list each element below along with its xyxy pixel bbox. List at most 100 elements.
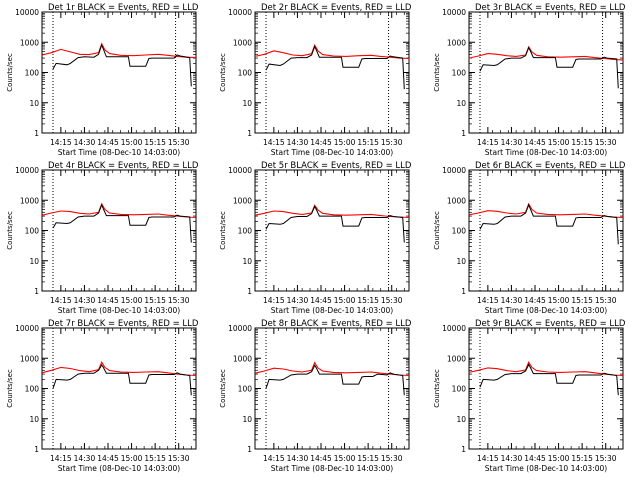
y-tick-label: 1000: [447, 354, 466, 363]
panel-title: Det 9r BLACK = Events, RED = LLD: [475, 319, 626, 329]
y-tick-label: 10000: [15, 166, 39, 175]
x-tick-label: 14:15: [477, 138, 499, 147]
y-tick-label: 1: [247, 129, 252, 138]
detector-panel: Det 2r BLACK = Events, RED = LLD Counts/s…: [219, 3, 412, 157]
events-series-line: [479, 203, 619, 245]
x-tick-label: 15:30: [595, 454, 617, 463]
x-axis-label: Start Time (08-Dec-10 14:03:00): [58, 306, 180, 315]
y-tick-label: 1: [34, 287, 39, 296]
y-axis-label: Counts/sec: [433, 369, 441, 408]
x-tick-label: 14:30: [74, 138, 96, 147]
x-tick-label: 14:45: [97, 296, 119, 305]
x-tick-label: 15:00: [121, 138, 143, 147]
plot-frame: [468, 169, 624, 292]
y-axis-label: Counts/sec: [433, 53, 441, 92]
x-axis-label: Start Time (08-Dec-10 14:03:00): [485, 306, 607, 315]
detector-panel: Det 9r BLACK = Events, RED = LLD Counts/s…: [433, 319, 626, 473]
detector-panel: Det 5r BLACK = Events, RED = LLD Counts/s…: [219, 161, 412, 315]
y-axis-label: Counts/sec: [6, 211, 14, 250]
x-tick-label: 15:30: [595, 296, 617, 305]
y-axis-label: Counts/sec: [219, 211, 227, 250]
y-tick-label: 10: [456, 257, 466, 266]
x-tick-label: 14:45: [310, 296, 332, 305]
lld-series-line: [254, 361, 410, 377]
y-tick-label: 100: [25, 69, 40, 78]
x-tick-label: 15:15: [144, 296, 166, 305]
x-tick-label: 15:00: [548, 454, 570, 463]
x-tick-label: 14:15: [263, 296, 285, 305]
events-series-line: [265, 205, 405, 243]
lld-series-line: [41, 42, 197, 59]
y-tick-label: 10000: [442, 166, 466, 175]
y-tick-label: 10000: [15, 8, 39, 17]
y-tick-label: 1: [34, 129, 39, 138]
lld-series-line: [254, 43, 410, 60]
x-tick-label: 14:30: [287, 138, 309, 147]
y-tick-label: 1000: [233, 196, 252, 205]
x-tick-label: 15:30: [168, 454, 190, 463]
events-series-line: [265, 45, 405, 90]
panel-title: Det 5r BLACK = Events, RED = LLD: [261, 161, 412, 171]
x-tick-label: 14:30: [74, 454, 96, 463]
x-tick-label: 14:45: [310, 454, 332, 463]
x-tick-label: 15:00: [548, 138, 570, 147]
events-series-line: [479, 46, 619, 89]
x-tick-label: 14:30: [287, 296, 309, 305]
y-tick-label: 1000: [447, 38, 466, 47]
x-axis-label: Start Time (08-Dec-10 14:03:00): [271, 306, 393, 315]
y-tick-label: 100: [452, 385, 467, 394]
x-tick-label: 15:15: [144, 454, 166, 463]
detector-panel: Det 3r BLACK = Events, RED = LLD Counts/s…: [433, 3, 626, 157]
x-axis-label: Start Time (08-Dec-10 14:03:00): [271, 464, 393, 473]
panel-title: Det 4r BLACK = Events, RED = LLD: [48, 161, 199, 171]
plot-frame: [468, 327, 624, 450]
y-tick-label: 10000: [228, 8, 252, 17]
x-tick-label: 15:30: [168, 296, 190, 305]
y-tick-label: 1: [247, 287, 252, 296]
lld-series-line: [41, 202, 197, 219]
panel-title: Det 1r BLACK = Events, RED = LLD: [48, 3, 199, 13]
y-tick-label: 100: [452, 227, 467, 236]
y-tick-label: 10000: [228, 324, 252, 333]
x-tick-label: 14:30: [501, 138, 523, 147]
x-tick-label: 15:00: [334, 138, 356, 147]
x-tick-label: 14:15: [477, 296, 499, 305]
y-tick-label: 1000: [233, 38, 252, 47]
y-tick-label: 10: [242, 415, 252, 424]
x-tick-label: 14:15: [263, 454, 285, 463]
y-tick-label: 100: [452, 69, 467, 78]
y-tick-label: 1: [461, 445, 466, 454]
x-tick-label: 15:15: [357, 138, 379, 147]
panel-title: Det 3r BLACK = Events, RED = LLD: [475, 3, 626, 13]
lld-series-line: [468, 360, 624, 377]
y-tick-label: 10: [242, 99, 252, 108]
y-tick-label: 1: [461, 129, 466, 138]
x-tick-label: 15:15: [357, 454, 379, 463]
y-axis-label: Counts/sec: [6, 369, 14, 408]
x-tick-label: 14:30: [501, 296, 523, 305]
x-tick-label: 14:15: [263, 138, 285, 147]
y-axis-label: Counts/sec: [219, 369, 227, 408]
x-tick-label: 14:45: [97, 454, 119, 463]
lld-series-line: [468, 45, 624, 61]
detector-panel: Det 6r BLACK = Events, RED = LLD Counts/s…: [433, 161, 626, 315]
y-tick-label: 100: [238, 385, 253, 394]
events-series-line: [52, 364, 192, 396]
lld-series-line: [468, 202, 624, 219]
x-axis-label: Start Time (08-Dec-10 14:03:00): [58, 464, 180, 473]
y-tick-label: 100: [238, 227, 253, 236]
x-tick-label: 14:45: [524, 138, 546, 147]
y-tick-label: 1000: [20, 38, 39, 47]
y-tick-label: 1000: [233, 354, 252, 363]
x-axis-label: Start Time (08-Dec-10 14:03:00): [58, 148, 180, 157]
x-tick-label: 15:15: [144, 138, 166, 147]
x-tick-label: 15:15: [571, 296, 593, 305]
y-tick-label: 10: [456, 99, 466, 108]
x-tick-label: 14:15: [50, 296, 72, 305]
plot-frame: [41, 327, 197, 450]
x-tick-label: 14:30: [287, 454, 309, 463]
y-axis-label: Counts/sec: [219, 53, 227, 92]
plot-frame: [41, 169, 197, 292]
x-tick-label: 15:00: [121, 454, 143, 463]
